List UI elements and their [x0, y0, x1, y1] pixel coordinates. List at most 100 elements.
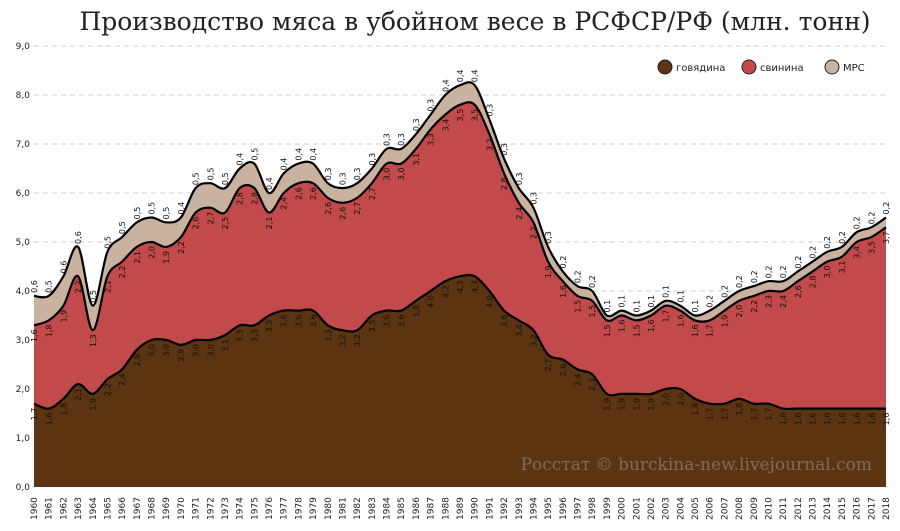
x-tick-label: 1967 [133, 497, 143, 520]
data-label: 1,3 [89, 334, 98, 347]
data-label: 1,6 [794, 413, 803, 426]
data-label: 2,6 [192, 217, 201, 230]
data-label: 0,2 [765, 265, 774, 278]
x-tick-label: 1971 [192, 497, 202, 520]
x-tick-label: 1979 [309, 497, 319, 520]
x-tick-label: 2011 [779, 497, 789, 520]
data-label: 1,7 [662, 310, 671, 323]
data-label: 3,6 [500, 315, 509, 328]
data-label: 3,1 [838, 261, 847, 274]
data-label: 2,6 [794, 285, 803, 298]
data-label: 0,2 [750, 270, 759, 283]
data-label: 1,6 [838, 413, 847, 426]
y-tick-label: 9,0 [16, 42, 31, 52]
data-label: 0,3 [529, 192, 538, 205]
x-tick-label: 1984 [383, 497, 393, 520]
data-label: 0,2 [706, 295, 715, 308]
data-label: 1,7 [720, 408, 729, 421]
data-label: 0,4 [177, 202, 186, 215]
x-tick-label: 2017 [867, 497, 877, 520]
data-label: 3,3 [427, 133, 436, 146]
data-label: 2,8 [500, 177, 509, 190]
data-label: 1,6 [559, 285, 568, 298]
data-label: 0,1 [632, 300, 641, 313]
data-label: 1,6 [676, 315, 685, 328]
x-tick-label: 2009 [750, 497, 760, 520]
data-label: 2,2 [529, 226, 538, 239]
data-label: 3,5 [471, 109, 480, 122]
data-label: 0,2 [882, 202, 891, 215]
data-label: 2,4 [779, 295, 788, 308]
x-tick-label: 1962 [59, 497, 69, 520]
data-label: 1,9 [647, 398, 656, 411]
data-label: 0,3 [339, 172, 348, 185]
data-label: 3,2 [339, 334, 348, 347]
x-tick-label: 1965 [103, 497, 113, 520]
x-tick-label: 2018 [882, 497, 892, 520]
legend-label-beef: говядина [676, 63, 725, 74]
data-label: 2,7 [368, 187, 377, 200]
data-label: 3,3 [324, 329, 333, 342]
data-label: 1,5 [574, 300, 583, 313]
data-label: 2,6 [309, 187, 318, 200]
data-label: 2,8 [236, 192, 245, 205]
data-label: 0,5 [133, 207, 142, 220]
data-label: 3,5 [265, 319, 274, 332]
x-tick-label: 1992 [500, 497, 510, 520]
data-label: 1,6 [779, 413, 788, 426]
data-label: 2,1 [74, 388, 83, 401]
data-label: 2,2 [118, 266, 127, 279]
data-label: 0,2 [735, 275, 744, 288]
x-tick-label: 1969 [162, 497, 172, 520]
data-label: 0,3 [383, 133, 392, 146]
data-label: 0,5 [45, 280, 54, 293]
legend-swatch-mrs [824, 59, 840, 75]
data-label: 2,1 [133, 251, 142, 264]
data-label: 0,4 [265, 177, 274, 190]
x-tick-label: 1996 [559, 497, 569, 520]
data-label: 1,6 [823, 413, 832, 426]
data-label: 2,8 [133, 354, 142, 367]
x-tick-label: 1987 [427, 497, 437, 520]
area-beef [34, 275, 886, 487]
data-label: 1,5 [588, 305, 597, 318]
data-label: 2,0 [662, 393, 671, 406]
x-tick-label: 1963 [74, 497, 84, 520]
x-tick-label: 2000 [618, 497, 628, 520]
data-label: 3,4 [853, 246, 862, 259]
data-label: 0,1 [676, 290, 685, 303]
data-label: 0,2 [779, 265, 788, 278]
data-label: 1,7 [706, 408, 715, 421]
data-label: 2,7 [544, 359, 553, 372]
x-tick-label: 1964 [89, 497, 99, 520]
data-label: 0,5 [206, 167, 215, 180]
data-label: 1,8 [735, 403, 744, 416]
data-label: 0,4 [441, 79, 450, 92]
x-tick-label: 2014 [823, 497, 833, 520]
data-label: 1,6 [618, 320, 627, 333]
data-label: 0,5 [148, 202, 157, 215]
x-tick-label: 1980 [324, 497, 334, 520]
data-label: 3,0 [823, 266, 832, 279]
data-label: 0,2 [720, 285, 729, 298]
data-label: 1,9 [544, 266, 553, 279]
x-tick-label: 2010 [765, 497, 775, 520]
data-label: 0,2 [867, 212, 876, 225]
data-label: 4,0 [427, 295, 436, 308]
data-label: 3,6 [294, 315, 303, 328]
data-label: 2,7 [353, 202, 362, 215]
stacked-areas [34, 82, 886, 488]
data-label: 0,5 [89, 290, 98, 303]
data-label: 1,9 [59, 310, 68, 323]
data-label: 0,4 [236, 153, 245, 166]
data-label: 1,6 [30, 329, 39, 342]
data-label: 0,4 [280, 158, 289, 171]
data-label: 1,6 [867, 413, 876, 426]
data-label: 3,2 [529, 334, 538, 347]
data-label: 0,5 [221, 172, 230, 185]
data-label: 3,8 [412, 305, 421, 318]
x-tick-label: 2006 [706, 497, 716, 520]
data-label: 1,7 [30, 408, 39, 421]
data-label: 0,2 [853, 216, 862, 229]
